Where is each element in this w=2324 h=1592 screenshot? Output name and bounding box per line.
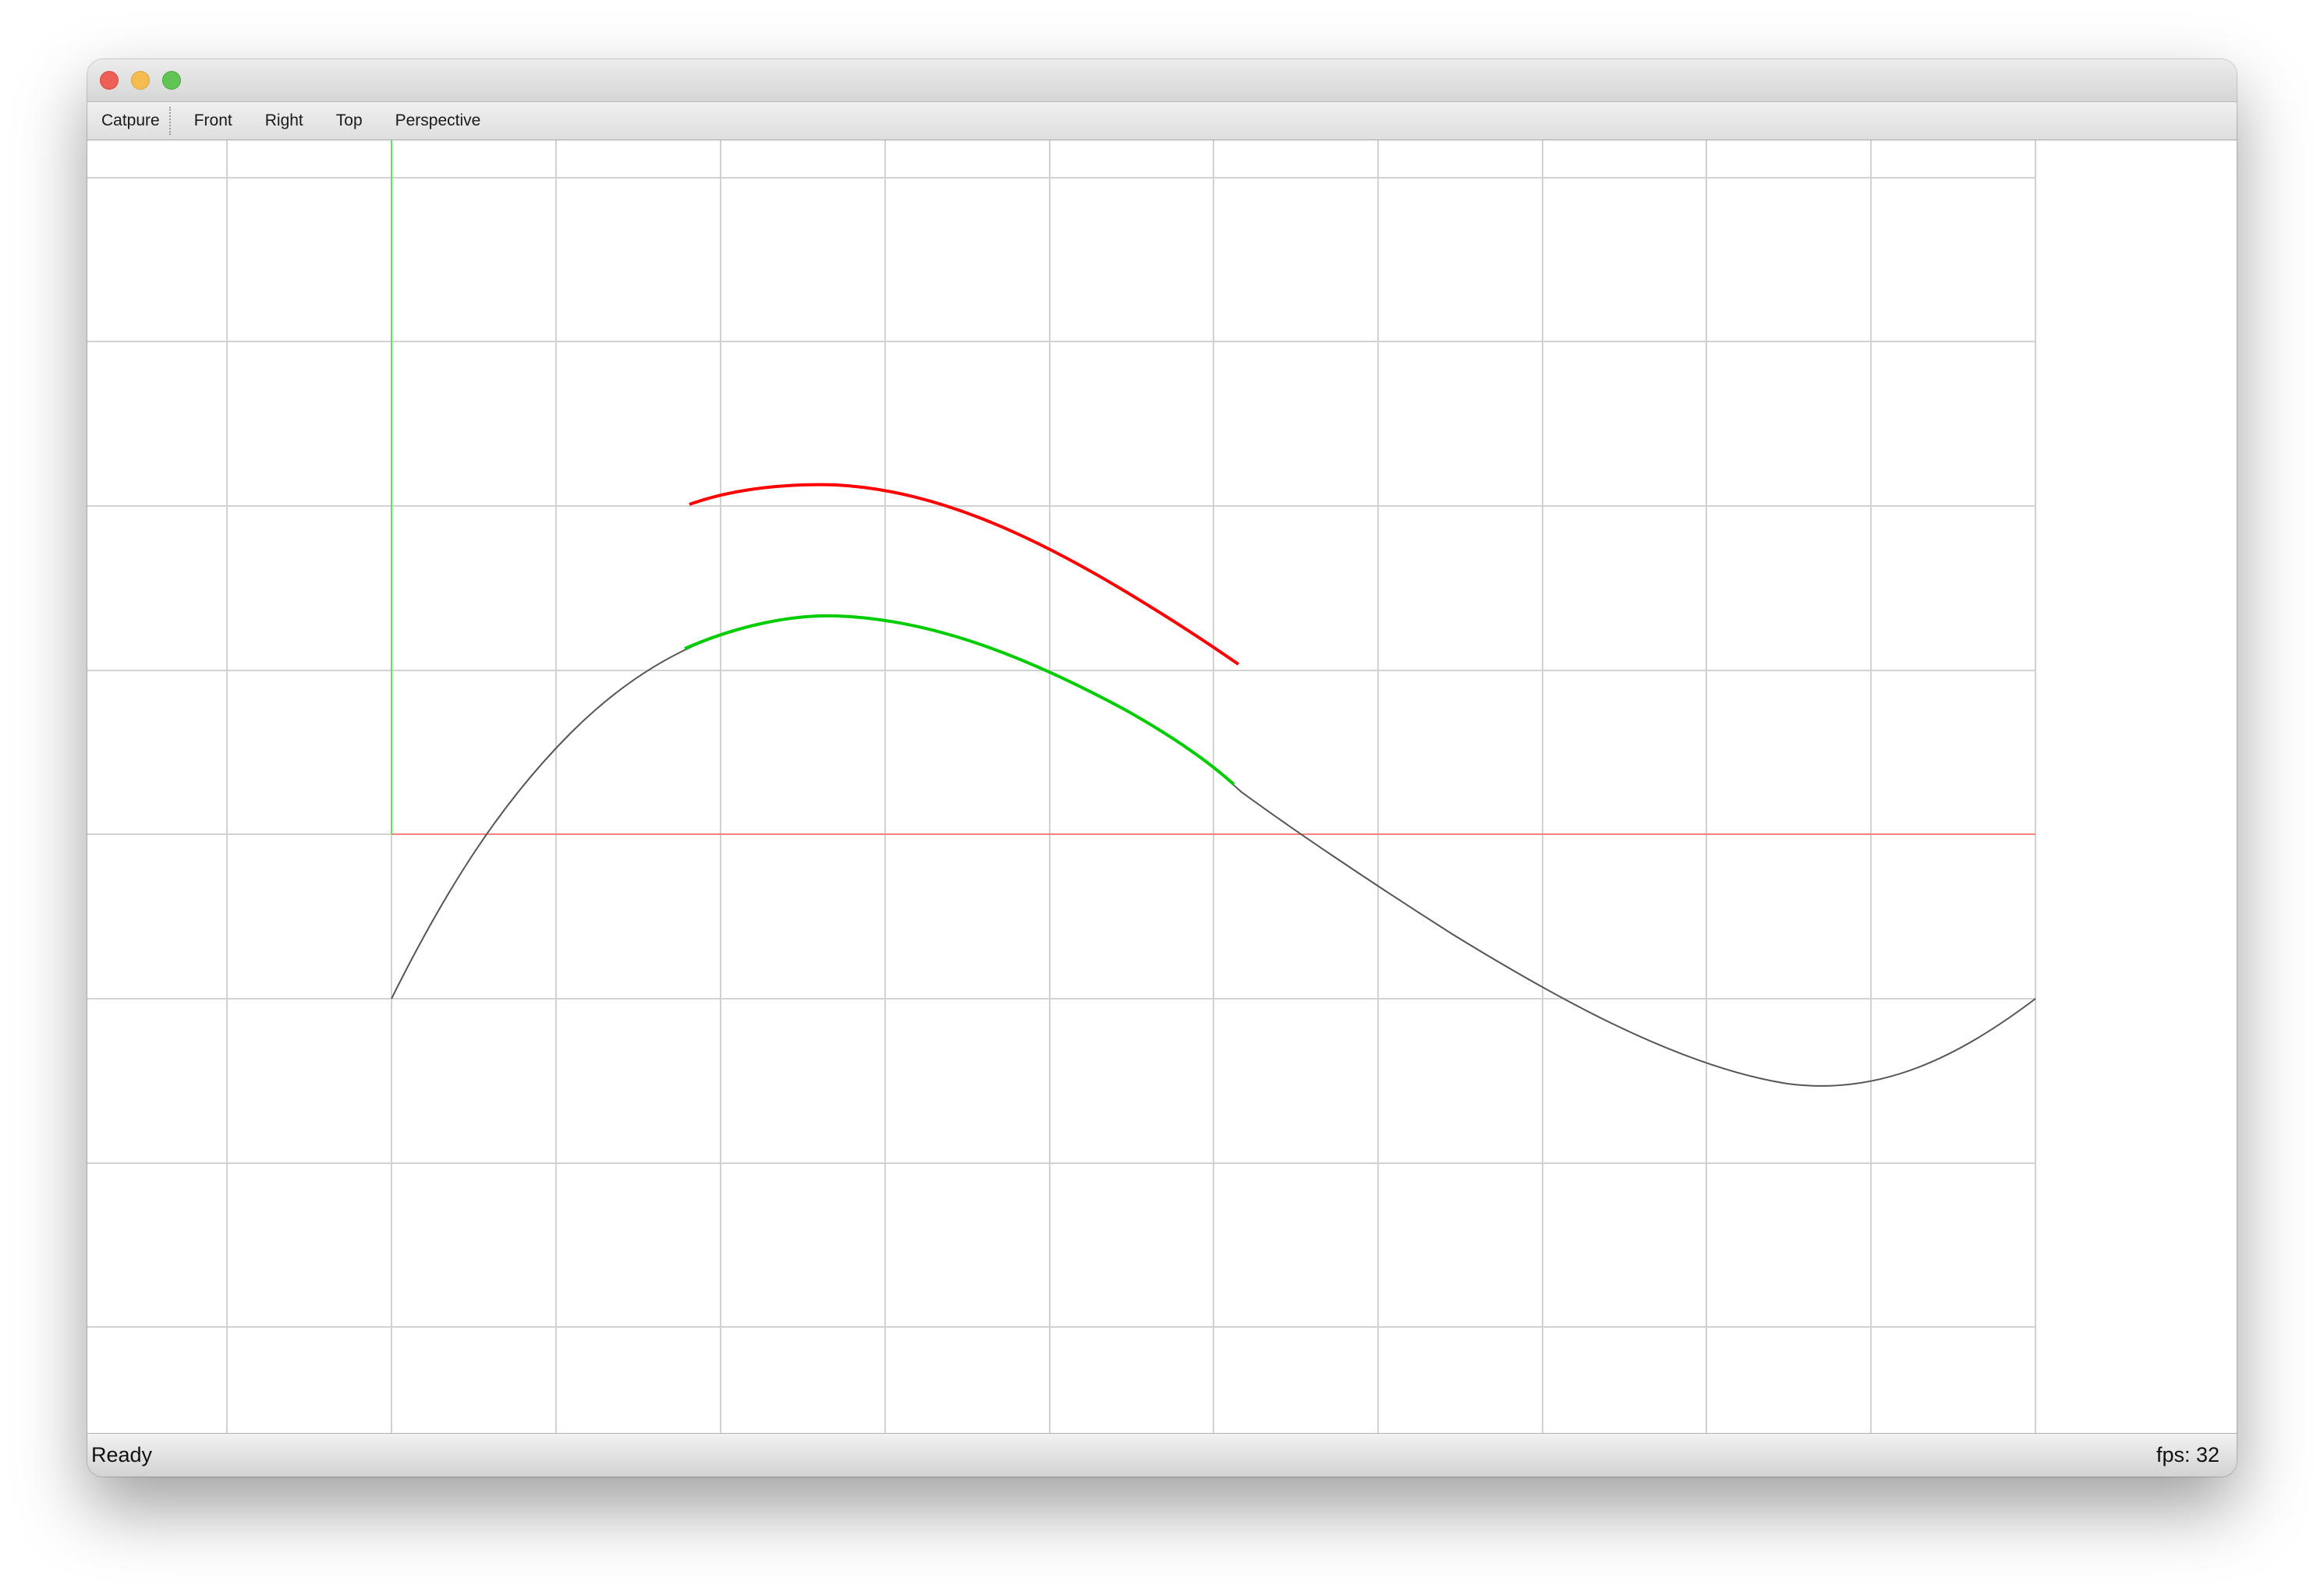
status-bar: Ready fps: 32 [87,1433,2237,1477]
top-view-button[interactable]: Top [335,111,363,129]
zoom-window-button[interactable] [162,71,181,90]
toolbar: Catpure Front Right Top Perspective [87,102,2237,140]
close-window-button[interactable] [100,71,119,90]
fps-counter: fps: 32 [2156,1443,2219,1466]
capture-button[interactable]: Catpure [101,111,160,129]
toolbar-separator [168,107,171,135]
grid [87,140,2036,1433]
right-view-button[interactable]: Right [264,111,303,129]
front-view-button[interactable]: Front [193,111,232,129]
status-message: Ready [91,1443,153,1466]
minimize-window-button[interactable] [131,71,150,90]
title-bar[interactable] [87,59,2237,102]
app-window: Catpure Front Right Top Perspective Read… [87,59,2237,1477]
offset-curve[interactable] [689,483,1240,666]
viewport-3d[interactable] [87,140,2237,1433]
perspective-view-button[interactable]: Perspective [395,111,481,129]
selected-curve-segment[interactable] [684,614,1235,786]
scene-canvas[interactable] [87,140,2237,1433]
